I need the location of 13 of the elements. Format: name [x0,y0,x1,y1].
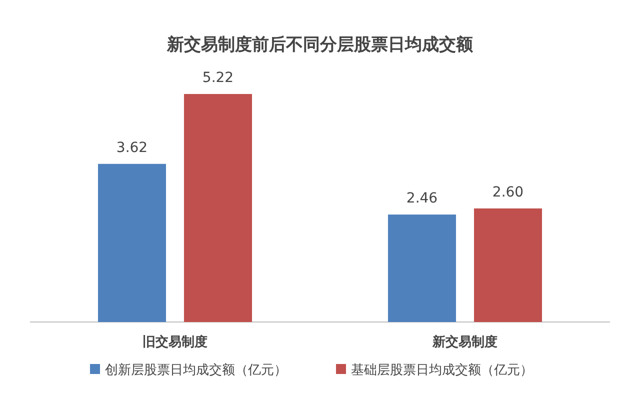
x-tick-label: 新交易制度 [432,334,498,350]
bar [184,94,252,322]
bar [388,214,456,322]
data-label: 5.22 [202,70,234,86]
data-label: 2.46 [406,190,438,207]
chart-title: 新交易制度前后不同分层股票日均成交额 [166,35,474,55]
legend-label: 创新层股票日均成交额（亿元） [105,362,287,378]
bar [98,164,166,322]
legend-label: 基础层股票日均成交额（亿元） [351,362,533,378]
x-tick-label: 旧交易制度 [142,334,208,350]
data-label: 2.60 [492,184,524,200]
data-label: 3.62 [116,140,148,156]
bar [474,208,542,322]
